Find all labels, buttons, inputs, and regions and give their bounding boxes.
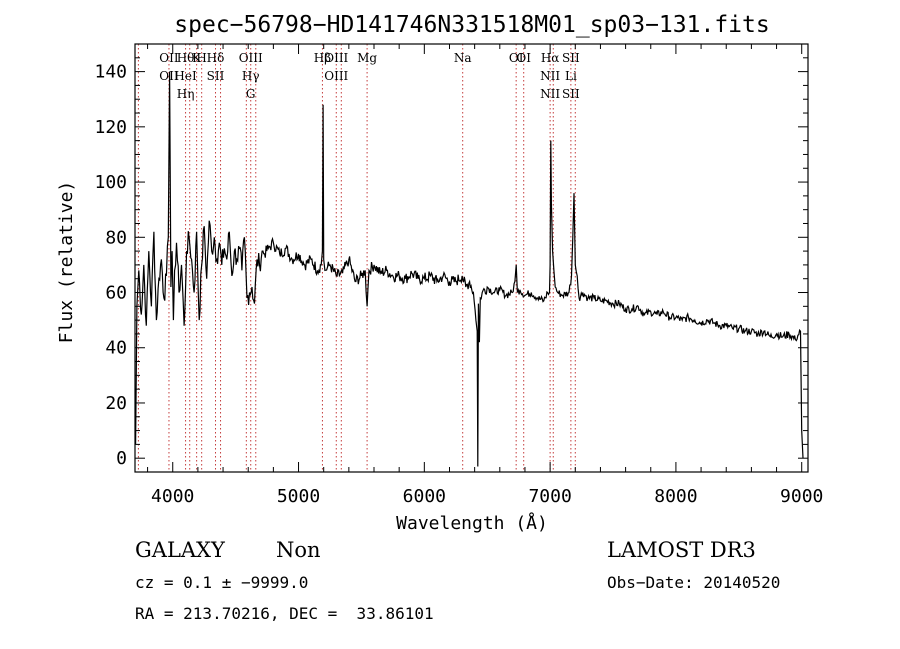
spectral-line-label: Mg bbox=[357, 51, 377, 65]
spectral-line-label: OIII bbox=[324, 51, 348, 65]
y-tick-label: 60 bbox=[105, 283, 127, 304]
y-tick-label: 100 bbox=[94, 172, 127, 193]
y-axis-label: Flux (relative) bbox=[56, 181, 77, 344]
object-subclass: Non bbox=[276, 538, 321, 562]
spectral-line-label: Hδ bbox=[207, 51, 225, 65]
y-tick-label: 20 bbox=[105, 393, 127, 414]
spectral-line-label: NII bbox=[540, 87, 560, 101]
spectral-line-label: G bbox=[246, 87, 256, 101]
spectral-line-label: HeI bbox=[174, 69, 197, 83]
x-axis-label: Wavelength (Å) bbox=[396, 512, 548, 534]
y-tick-label: 40 bbox=[105, 338, 127, 359]
survey-name: LAMOST DR3 bbox=[607, 538, 756, 562]
spectral-line-label: OIII bbox=[324, 69, 348, 83]
spectral-line-label: OIII bbox=[239, 51, 263, 65]
spectral-line-label: OI bbox=[516, 51, 531, 65]
axis-ticks: 4000 5000 6000 7000 8000 9000 0 20 40 60 80 100 120 1… bbox=[94, 44, 823, 507]
spectral-line-label: Na bbox=[454, 51, 472, 65]
spectral-line-markers bbox=[137, 44, 576, 472]
x-tick-label: 6000 bbox=[403, 486, 446, 507]
x-tick-label: 8000 bbox=[654, 486, 697, 507]
x-tick-label: 4000 bbox=[151, 486, 194, 507]
y-tick-label: 140 bbox=[94, 62, 127, 83]
observation-date: Obs−Date: 20140520 bbox=[607, 573, 781, 592]
x-tick-label: 5000 bbox=[277, 486, 320, 507]
spectral-line-label: K bbox=[192, 51, 202, 65]
y-tick-label: 120 bbox=[94, 117, 127, 138]
spectral-line-label: SII bbox=[207, 69, 225, 83]
object-class: GALAXY bbox=[135, 538, 225, 562]
spectral-line-label: SII bbox=[562, 87, 580, 101]
spectral-line-label: OI bbox=[509, 51, 524, 65]
spectral-line-label: SII bbox=[562, 51, 580, 65]
redshift-cz: cz = 0.1 ± −9999.0 bbox=[135, 573, 309, 592]
spectral-line-label: H bbox=[196, 51, 206, 65]
y-tick-label: 80 bbox=[105, 227, 127, 248]
spectral-line-label: Hη bbox=[177, 87, 195, 101]
spectral-line-label: Hθ bbox=[177, 51, 195, 65]
spectral-line-label: Li bbox=[565, 69, 577, 83]
spectral-line-label: NII bbox=[540, 69, 560, 83]
chart-title: spec−56798−HD141746N331518M01_sp03−131.f… bbox=[174, 12, 769, 38]
plot-frame bbox=[134, 43, 809, 473]
x-tick-label: 9000 bbox=[780, 486, 823, 507]
ra-dec-coordinates: RA = 213.70216, DEC = 33.86101 bbox=[135, 604, 434, 623]
spectral-line-label: OII bbox=[159, 51, 179, 65]
flux-series-line bbox=[135, 71, 804, 467]
spectral-line-label: Hα bbox=[541, 51, 560, 65]
spectral-line-label: Hβ bbox=[314, 51, 331, 65]
x-tick-label: 7000 bbox=[528, 486, 571, 507]
spectral-line-label: Hγ bbox=[242, 69, 260, 83]
y-tick-label: 0 bbox=[116, 448, 127, 469]
